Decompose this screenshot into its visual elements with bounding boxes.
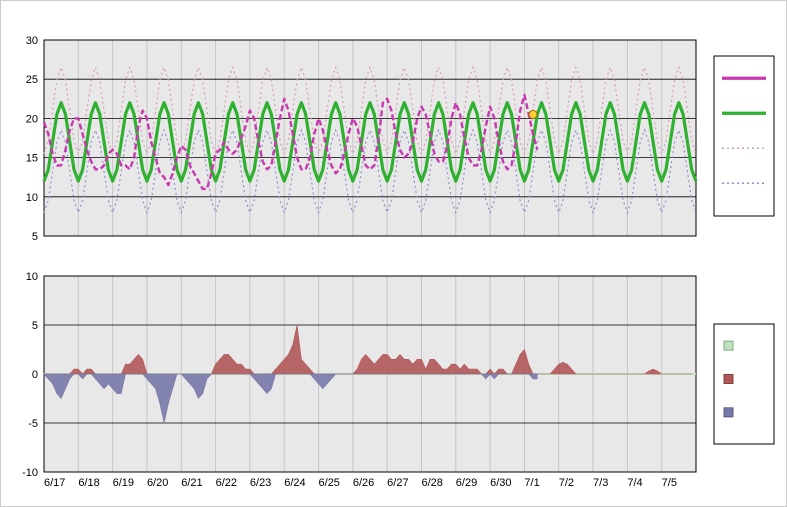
x-tick-label: 6/25 [319,477,340,489]
x-tick-label: 6/24 [284,477,305,489]
x-tick-label: 6/26 [353,477,374,489]
x-tick-label: 6/28 [421,477,442,489]
bottom-ytick: 0 [32,369,38,381]
x-tick-label: 7/5 [662,477,677,489]
x-tick-label: 6/23 [250,477,271,489]
current-marker [529,110,537,118]
legend-top [714,56,774,216]
legend-bottom [714,324,774,444]
x-tick-label: 6/20 [147,477,168,489]
x-tick-label: 6/21 [181,477,202,489]
bottom-ytick: 5 [32,320,38,332]
top-ytick: 25 [26,74,38,86]
top-ytick: 15 [26,153,38,165]
top-ytick: 5 [32,231,38,243]
top-ytick: 30 [26,35,38,47]
bottom-ytick: -10 [22,467,38,479]
legend-bottom-item [724,341,733,350]
x-tick-label: 6/19 [113,477,134,489]
x-tick-label: 6/30 [490,477,511,489]
top-ytick: 20 [26,113,38,125]
bottom-ytick: 10 [26,271,38,283]
x-tick-label: 7/3 [593,477,608,489]
chart-container: 5 10 15 20 25 30 -10 -5 0 5 10 6/17 6/18 6/19 6/20 6/21… [0,0,787,507]
x-tick-label: 6/27 [387,477,408,489]
x-tick-label: 6/29 [456,477,477,489]
x-tick-label: 7/1 [524,477,539,489]
x-tick-label: 6/18 [78,477,99,489]
x-tick-label: 6/22 [216,477,237,489]
x-tick-label: 6/17 [44,477,65,489]
chart-svg: 5 10 15 20 25 30 -10 -5 0 5 10 6/17 6/18 6/19 6/20 6/21… [0,0,787,507]
legend-bottom-item [724,375,733,384]
x-tick-label: 7/2 [559,477,574,489]
bottom-ytick: -5 [28,418,38,430]
top-ytick: 10 [26,192,38,204]
x-tick-label: 7/4 [627,477,642,489]
legend-bottom-item [724,408,733,417]
